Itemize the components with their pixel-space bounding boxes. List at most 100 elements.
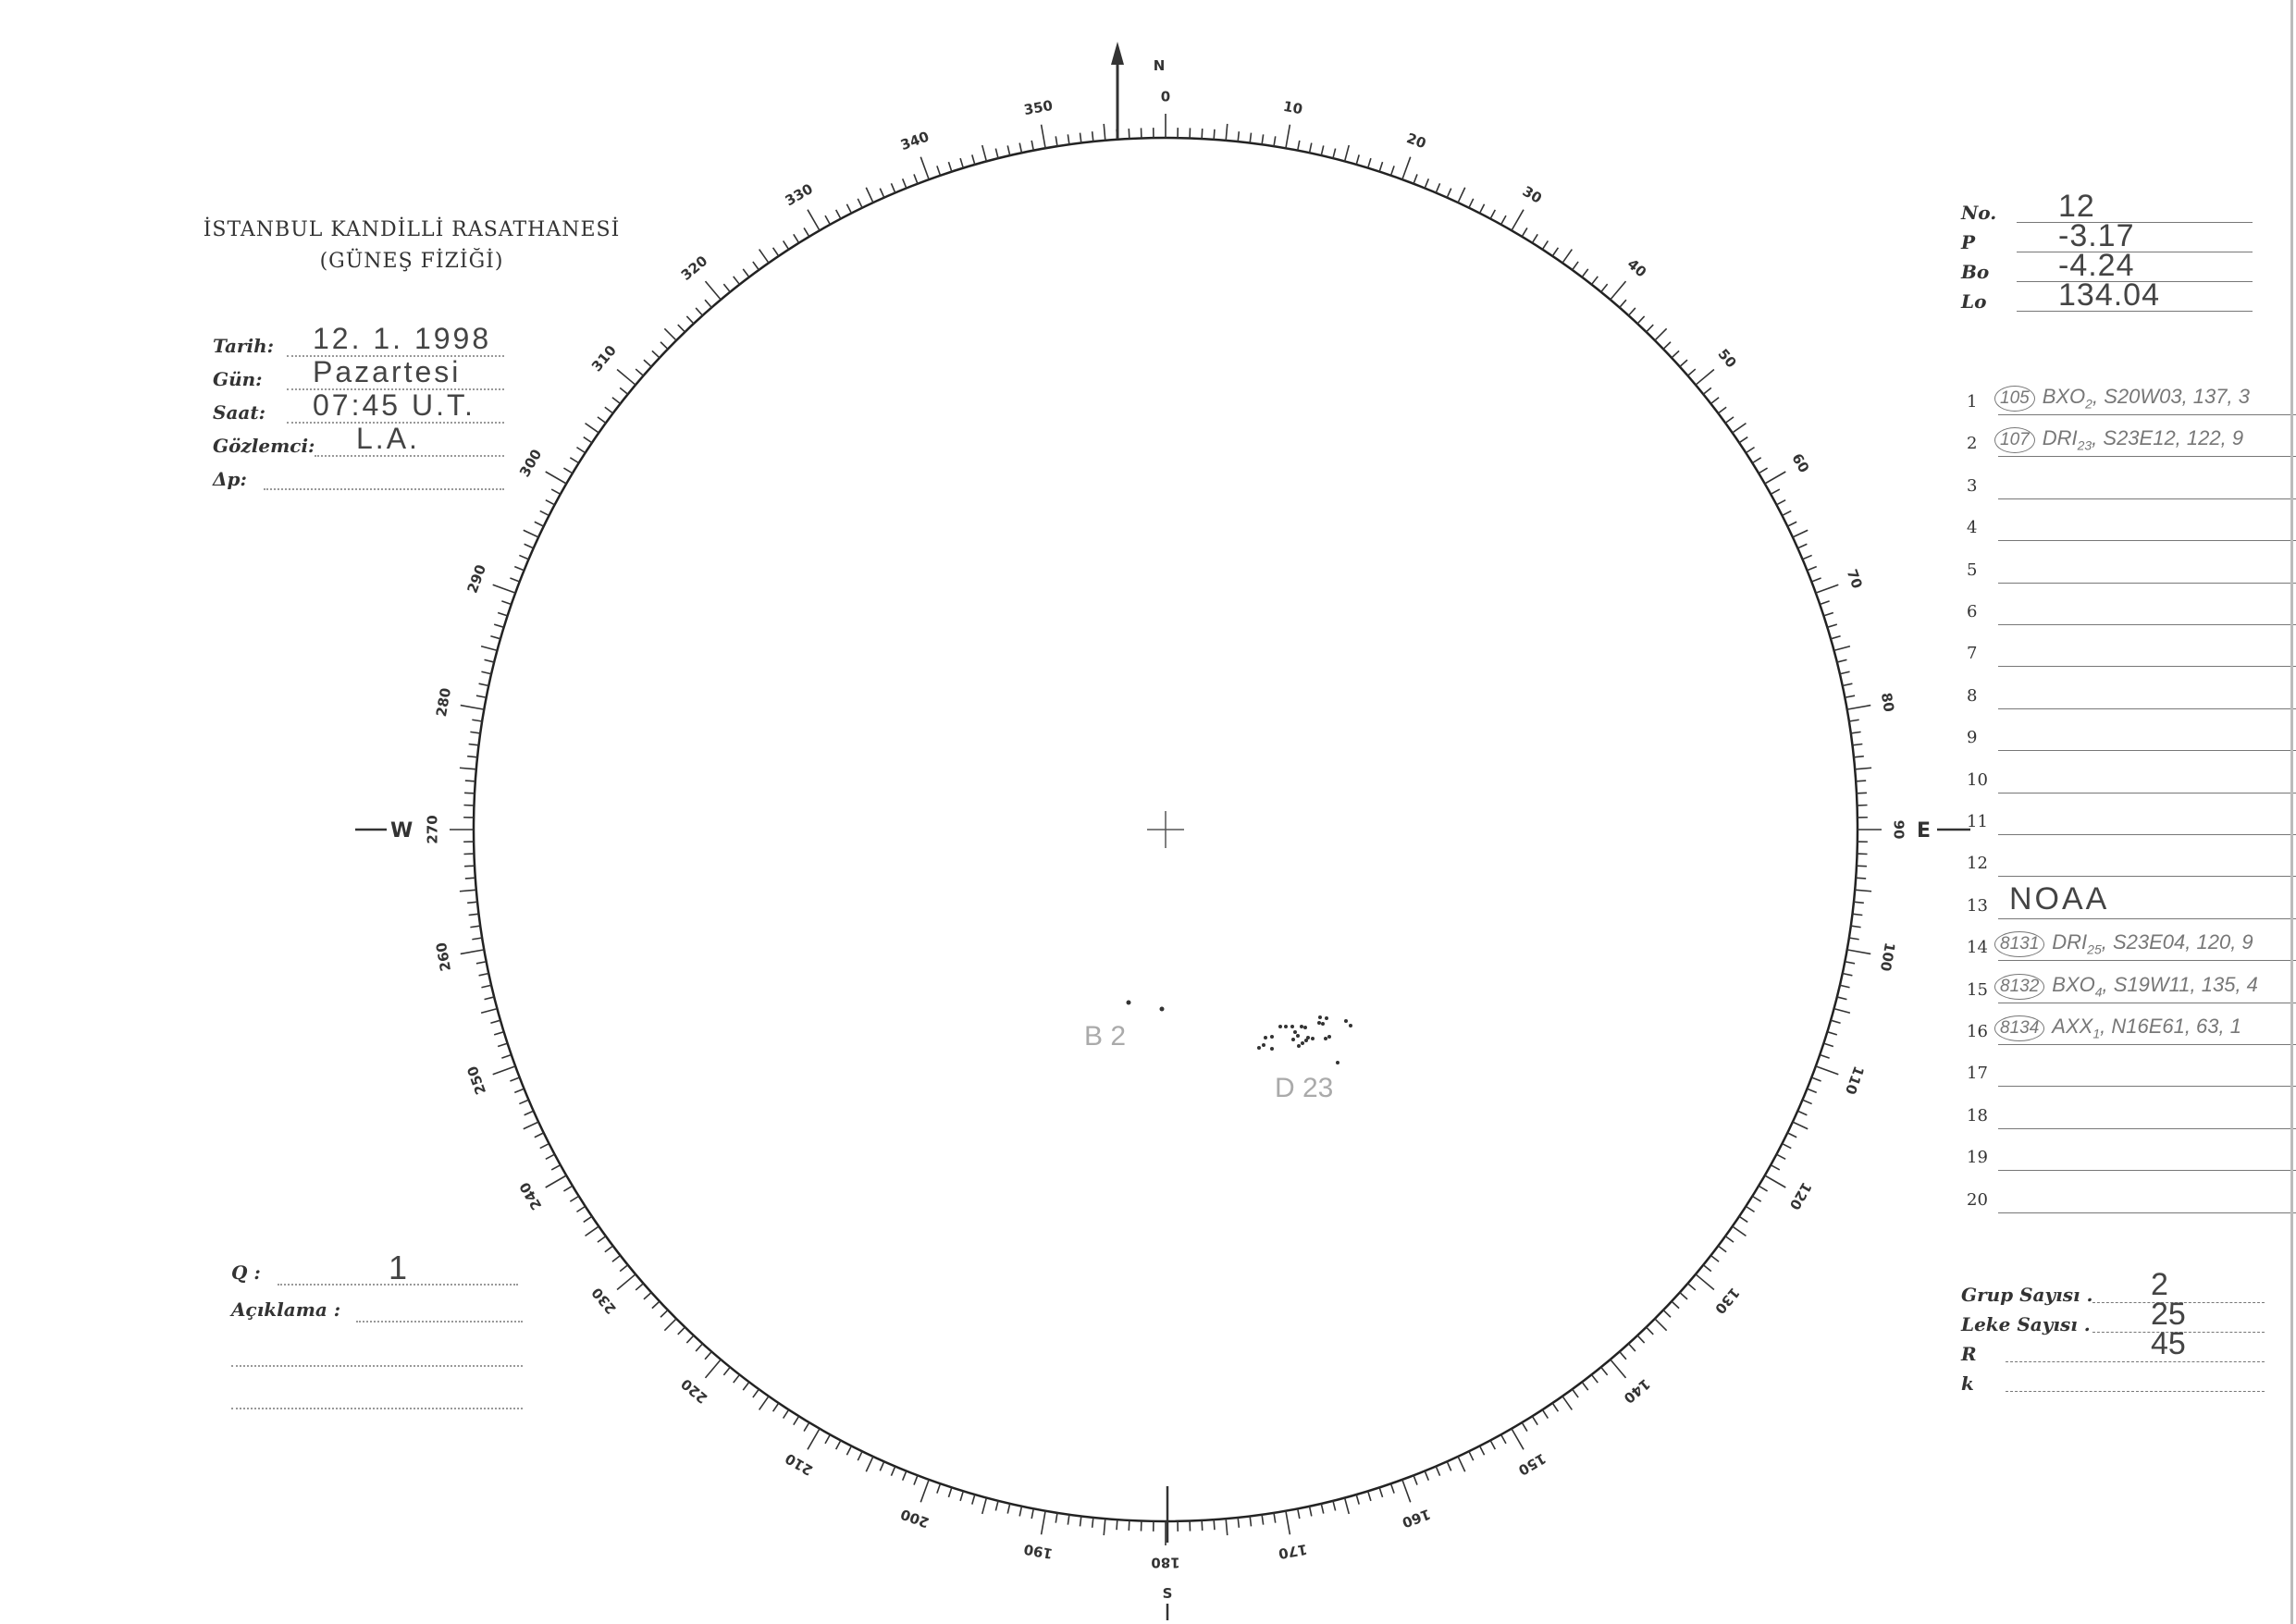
row-number: 3 — [1967, 475, 1978, 496]
scale-tick — [865, 187, 874, 203]
scale-tick — [1031, 140, 1035, 151]
scale-label: 70 — [1844, 567, 1866, 591]
scale-tick — [539, 510, 549, 517]
scale-tick — [1819, 600, 1830, 606]
scale-tick — [1751, 1195, 1762, 1202]
total-label: k — [1961, 1372, 1974, 1395]
observatory-subtitle: (GÜNEŞ FİZİĞİ) — [319, 250, 504, 273]
scale-tick — [1308, 1506, 1313, 1517]
scale-tick — [1261, 134, 1265, 145]
scale-tick — [803, 1421, 810, 1433]
total-value: 45 — [2151, 1326, 2186, 1361]
group-entry: 8132 BXO4, S19W11, 135, 4 — [1994, 973, 2258, 1000]
scale-tick — [1823, 611, 1834, 617]
scale-tick — [824, 1433, 832, 1445]
row-number: 10 — [1967, 769, 1988, 790]
scale-tick — [576, 1205, 586, 1213]
scale-tick — [1285, 124, 1291, 149]
scale-tick — [1201, 1519, 1204, 1532]
scale-tick — [497, 1042, 508, 1048]
scale-tick — [1531, 233, 1538, 244]
scale-tick — [1811, 1077, 1821, 1082]
row-number: 19 — [1967, 1148, 1988, 1168]
scale-tick — [480, 645, 498, 652]
scale-label: 350 — [1022, 97, 1054, 118]
scale-tick — [913, 1475, 919, 1485]
group-class: AXX — [2052, 1015, 2093, 1038]
row-line — [1998, 666, 2296, 668]
group-spot-count: 23 — [2077, 437, 2092, 453]
scale-tick — [619, 387, 629, 395]
scale-tick — [1845, 960, 1856, 965]
scale-tick — [857, 198, 863, 209]
scale-tick — [890, 1466, 896, 1476]
total-line — [2006, 1391, 2265, 1392]
scale-tick — [472, 719, 483, 722]
scale-tick — [1662, 1310, 1672, 1318]
group-details: , S19W11, 135, 4 — [2102, 972, 2258, 996]
group-details: , S23E04, 120, 9 — [2101, 930, 2253, 954]
scale-tick — [1671, 1300, 1680, 1310]
scale-tick — [534, 1132, 545, 1138]
sunspot — [1159, 1006, 1165, 1012]
scale-tick — [1797, 543, 1808, 549]
scale-tick — [1819, 1053, 1830, 1059]
row-number: 20 — [1967, 1189, 1988, 1210]
scale-tick — [1018, 1506, 1023, 1517]
scale-tick — [562, 1185, 574, 1192]
observatory-title: İSTANBUL KANDİLLİ RASATHANESİ — [203, 218, 621, 241]
scale-tick — [1040, 1510, 1046, 1535]
parameter-line — [2017, 281, 2253, 282]
scale-tick — [1424, 178, 1430, 189]
scale-tick — [651, 350, 660, 359]
sunspot — [1126, 1000, 1131, 1005]
total-line — [2092, 1302, 2265, 1303]
scale-tick — [534, 521, 545, 527]
scale-tick — [1610, 280, 1627, 301]
scale-tick — [501, 1053, 512, 1059]
scale-tick — [1792, 1121, 1808, 1130]
scale-tick — [459, 767, 476, 770]
scale-tick — [475, 960, 487, 965]
scale-tick — [1103, 123, 1106, 141]
scale-tick — [959, 157, 965, 168]
scale-tick — [971, 154, 976, 166]
scale-tick — [1091, 131, 1094, 142]
scale-tick — [481, 671, 492, 675]
scale-tick — [1836, 658, 1847, 663]
scale-tick — [1531, 1415, 1538, 1426]
scale-tick — [1807, 1088, 1818, 1094]
scale-tick — [545, 1153, 555, 1161]
scale-tick — [1249, 1516, 1253, 1527]
sunspot — [1278, 1025, 1282, 1028]
header: İSTANBUL KANDİLLİ RASATHANESİ (GÜNEŞ FİZ… — [167, 215, 657, 277]
scale-tick — [597, 416, 607, 424]
scale-tick — [1055, 1512, 1058, 1523]
scale-tick — [1702, 387, 1712, 395]
row-number: 13 — [1967, 895, 1988, 916]
field-line — [264, 488, 504, 490]
scale-tick — [685, 1335, 695, 1344]
group-details: , N16E61, 63, 1 — [2100, 1015, 2241, 1038]
scale-tick — [651, 1300, 660, 1310]
scale-tick — [480, 1007, 498, 1015]
scale-tick — [463, 792, 475, 794]
scale-tick — [1296, 1508, 1301, 1519]
scale-tick — [604, 406, 614, 414]
scale-tick — [1006, 1503, 1011, 1514]
scale-label: 170 — [1278, 1541, 1309, 1562]
sunspot — [1321, 1022, 1325, 1026]
scale-tick — [1782, 1142, 1792, 1150]
scale-tick — [695, 1343, 704, 1352]
scale-tick — [493, 623, 504, 629]
scale-label: 160 — [1400, 1506, 1433, 1532]
scale-tick — [490, 635, 501, 640]
row-number: 6 — [1967, 602, 1978, 621]
group-number-circled: 8134 — [1994, 1015, 2045, 1041]
sunspot — [1311, 1037, 1315, 1040]
field-value: L.A. — [356, 422, 420, 455]
row-line — [1998, 792, 2296, 794]
row-number: 18 — [1967, 1105, 1988, 1126]
row-line — [1998, 834, 2296, 835]
scale-label: 230 — [588, 1285, 620, 1318]
